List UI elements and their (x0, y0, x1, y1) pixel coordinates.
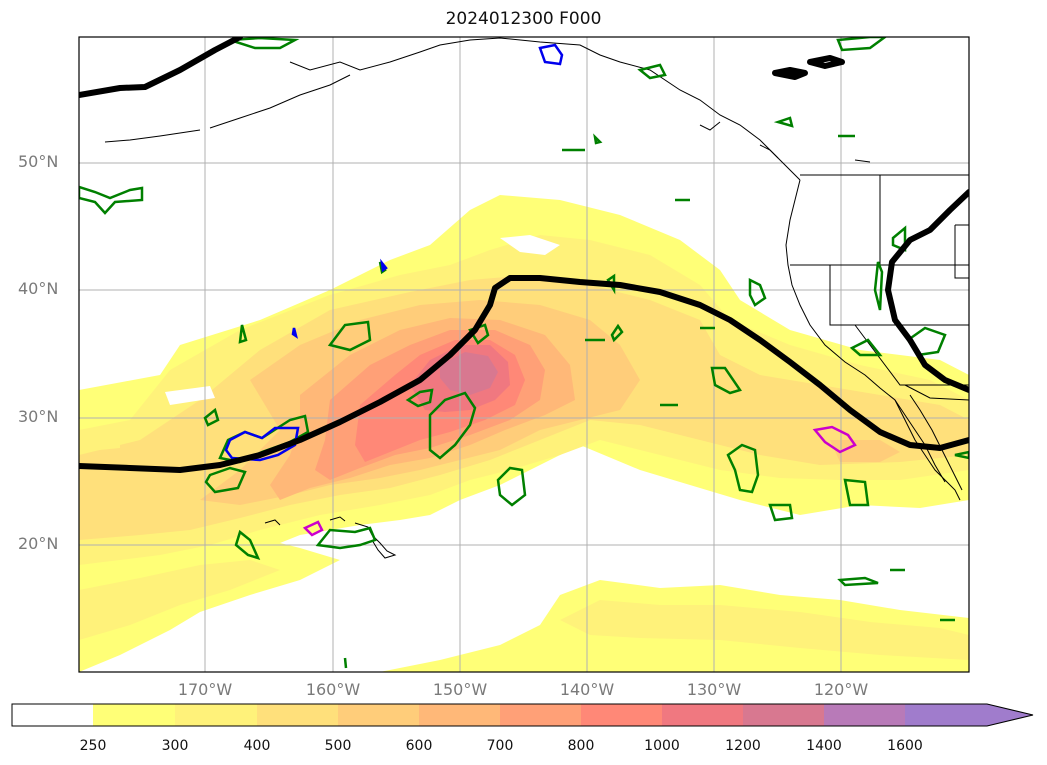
map-title: 2024012300 F000 (445, 9, 602, 29)
lat-label-20n: 20°N (18, 534, 59, 553)
ivt-fill (79, 195, 969, 672)
colorbar-tick-label: 1400 (806, 738, 842, 754)
colorbar-tick-label: 1000 (644, 738, 680, 754)
lon-label-120w: 120°W (813, 680, 869, 699)
graticule (79, 37, 969, 672)
lat-label-50n: 50°N (18, 152, 59, 171)
lon-label-150w: 150°W (432, 680, 488, 699)
colorbar-tick-label: 300 (161, 738, 189, 754)
map-frame (78, 36, 970, 673)
colorbar-tick-label: 1200 (725, 738, 761, 754)
lat-label-30n: 30°N (18, 407, 59, 426)
lon-label-170w: 170°W (177, 680, 233, 699)
colorbar-tick-label: 250 (79, 738, 107, 754)
lat-label-40n: 40°N (18, 279, 59, 298)
lon-label-130w: 130°W (686, 680, 742, 699)
black-contour (79, 37, 969, 473)
lon-label-160w: 160°W (305, 680, 361, 699)
colorbar-tick-label: 1600 (887, 738, 923, 754)
colorbar-tick-label: 500 (324, 738, 352, 754)
lon-label-140w: 140°W (559, 680, 615, 699)
colorbar-tick-label: 400 (243, 738, 271, 754)
coastlines (104, 37, 969, 559)
map-area (79, 37, 969, 672)
colorbar (11, 703, 1034, 727)
colorbar-tick-label: 700 (486, 738, 514, 754)
colorbar-tick-label: 800 (567, 738, 595, 754)
magenta-contours (302, 425, 857, 537)
colorbar-tick-label: 600 (405, 738, 433, 754)
